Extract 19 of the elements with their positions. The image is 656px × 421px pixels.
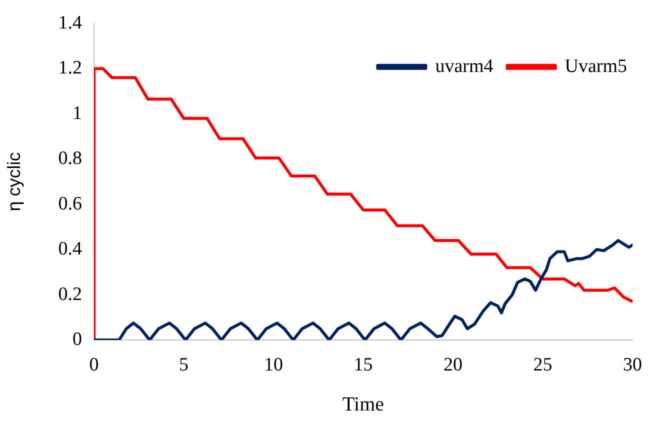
legend-label: Uvarm5	[564, 56, 628, 77]
y-tick-label: 0	[72, 328, 82, 350]
y-tick-label: 0.2	[58, 284, 82, 305]
y-tick-label: 0.8	[58, 148, 82, 170]
x-tick-label: 15	[354, 354, 373, 376]
y-tick-label: 0.4	[58, 238, 82, 260]
x-tick-label: 20	[444, 354, 462, 376]
x-tick-label: 0	[89, 354, 99, 376]
y-tick-label: 0.6	[58, 193, 82, 214]
x-axis-title: Time	[342, 393, 384, 416]
y-tick-label: 1	[72, 102, 82, 124]
y-tick-label: 1.4	[58, 12, 82, 34]
legend-label: uvarm4	[435, 56, 494, 77]
x-tick-label: 25	[533, 354, 552, 376]
x-tick-label: 10	[264, 354, 283, 376]
y-axis-title: η cyclic	[4, 152, 24, 212]
y-tick-label: 1.2	[58, 58, 82, 79]
x-tick-label: 30	[623, 354, 642, 376]
x-tick-label: 5	[179, 354, 188, 376]
